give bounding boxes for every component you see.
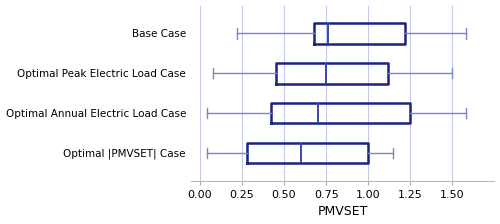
X-axis label: PMVSET: PMVSET — [318, 205, 368, 218]
